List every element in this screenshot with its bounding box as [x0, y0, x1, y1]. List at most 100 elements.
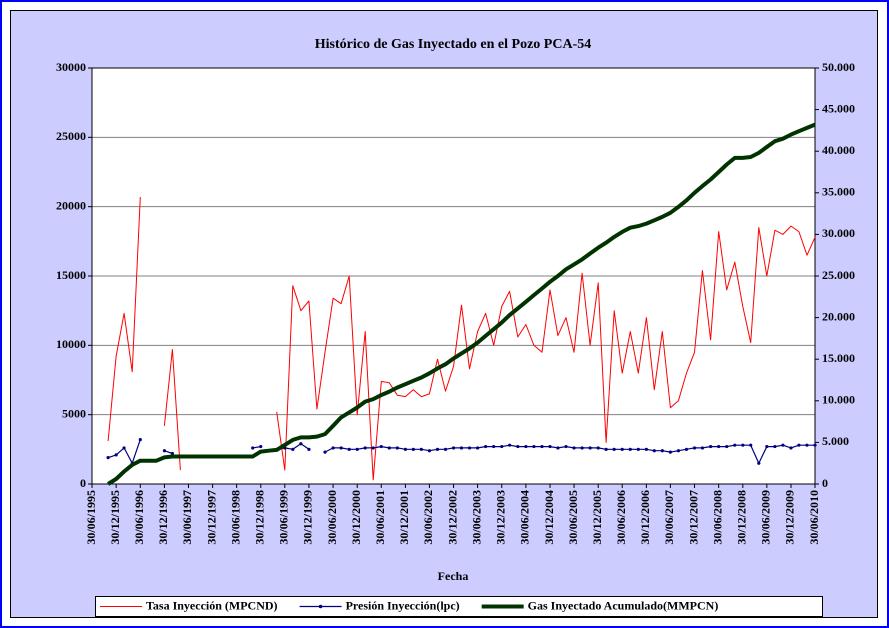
series-marker [355, 447, 359, 451]
x-tick-label: 30/12/2009 [783, 490, 797, 545]
x-tick-label: 30/12/1995 [108, 490, 122, 545]
series-marker [347, 447, 351, 451]
x-tick-label: 30/12/2005 [590, 490, 604, 545]
series-marker [138, 438, 142, 442]
series-marker [492, 444, 496, 449]
y2-tick-label: 30.000 [822, 226, 855, 240]
y-tick-label: 30000 [56, 60, 86, 74]
x-tick-label: 30/06/2009 [759, 490, 773, 545]
series-marker [700, 446, 705, 450]
y-tick-label: 25000 [56, 129, 86, 143]
y2-tick-label: 40.000 [822, 143, 855, 157]
x-tick-label: 30/06/1998 [228, 490, 242, 545]
x-tick-label: 30/06/2007 [662, 490, 676, 545]
series-marker [419, 447, 423, 451]
series-marker [556, 446, 560, 450]
series-marker [709, 444, 713, 449]
x-tick-label: 30/12/1998 [253, 490, 267, 545]
series-marker [516, 444, 520, 449]
series-marker [162, 449, 167, 453]
y-tick-label: 15000 [56, 268, 86, 282]
legend [95, 596, 823, 617]
series-line [276, 225, 816, 481]
x-tick-label: 30/12/2006 [638, 490, 652, 545]
series-marker [757, 461, 761, 465]
series-marker [307, 447, 311, 451]
series-marker [805, 443, 809, 447]
series-marker [789, 446, 793, 450]
series-marker [620, 447, 624, 451]
series-marker [508, 443, 512, 447]
series-marker [122, 446, 126, 450]
series-marker [339, 446, 343, 450]
series-marker [668, 450, 672, 454]
series-marker [660, 449, 664, 453]
x-tick-label: 30/06/2001 [373, 490, 387, 545]
series-marker [612, 447, 616, 451]
y2-tick-label: 20.000 [822, 309, 855, 323]
x-tick-label: 30/06/2000 [325, 490, 339, 545]
series-line [107, 122, 816, 486]
series-marker [331, 446, 335, 450]
x-tick-label: 30/12/1997 [204, 490, 218, 545]
x-tick-label: 30/06/2005 [566, 490, 580, 545]
series-marker [725, 444, 729, 449]
x-tick-label: 30/06/2010 [807, 490, 821, 545]
series-marker [435, 447, 440, 451]
series-marker [572, 446, 576, 450]
series-marker [395, 446, 399, 450]
x-tick-label: 30/06/2008 [710, 490, 724, 545]
series-marker [500, 444, 504, 449]
y-tick-label: 5000 [62, 406, 86, 420]
x-tick-label: 30/06/2006 [614, 490, 628, 545]
y2-tick-label: 50.000 [822, 60, 855, 74]
y2-tick-label: 5.000 [822, 434, 849, 448]
x-tick-label: 30/12/2000 [349, 490, 363, 545]
y-tick-label: 0 [80, 476, 86, 490]
series-marker [467, 446, 472, 450]
series-marker [259, 444, 263, 449]
series-marker [773, 444, 777, 449]
y-tick-label: 20000 [56, 198, 86, 212]
series-marker [379, 444, 383, 449]
x-tick-label: 30/06/1996 [132, 490, 146, 545]
y2-tick-label: 10.000 [822, 393, 855, 407]
x-axis-title: Fecha [438, 569, 469, 583]
x-tick-label: 30/12/1999 [301, 490, 315, 545]
series-marker [427, 449, 432, 453]
series-marker [781, 443, 785, 447]
series-marker [733, 443, 737, 447]
series-marker [540, 444, 544, 449]
series-marker [291, 447, 295, 451]
series-marker [749, 443, 753, 447]
plot-border [91, 67, 816, 485]
series-marker [363, 446, 367, 450]
series-marker [644, 447, 648, 451]
series-marker [114, 453, 118, 457]
series-marker [588, 446, 592, 450]
series-line [163, 349, 181, 471]
y2-tick-label: 15.000 [822, 351, 855, 365]
series-marker [299, 442, 303, 446]
series-line [107, 196, 141, 442]
series-marker [475, 446, 480, 450]
x-tick-label: 30/12/2003 [493, 490, 507, 545]
x-tick-label: 30/06/2003 [469, 490, 483, 545]
series-marker [548, 444, 552, 449]
series-marker [524, 444, 528, 449]
legend-label: Gas Inyectado Acumulado(MMPCN) [528, 598, 719, 612]
series-marker [741, 443, 745, 447]
series-marker [532, 444, 536, 449]
x-tick-label: 30/06/1995 [84, 490, 98, 545]
series-marker [451, 446, 456, 450]
x-tick-label: 30/12/2002 [445, 490, 459, 545]
series-marker [564, 444, 568, 449]
series-marker [170, 451, 174, 456]
series-marker [323, 450, 327, 454]
x-tick-label: 30/06/2002 [421, 490, 435, 545]
y2-tick-label: 45.000 [822, 101, 855, 115]
series-marker [251, 446, 255, 450]
series-marker [484, 444, 488, 449]
x-tick-label: 30/06/2004 [518, 490, 532, 545]
series-marker [403, 447, 408, 451]
